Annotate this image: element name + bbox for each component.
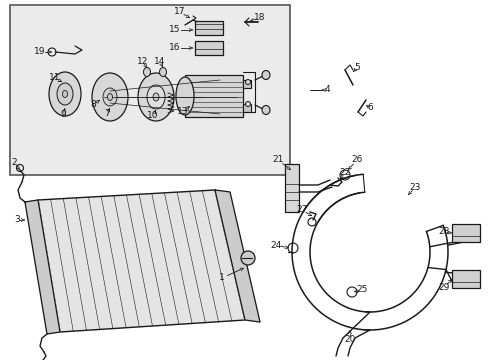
Text: 26: 26	[350, 156, 362, 165]
Text: 4: 4	[324, 85, 329, 94]
Bar	[195, 41, 223, 55]
Text: 23: 23	[408, 184, 420, 193]
Text: 22: 22	[339, 168, 350, 177]
Ellipse shape	[49, 72, 81, 116]
Ellipse shape	[262, 71, 269, 80]
Text: 25: 25	[356, 285, 367, 294]
Ellipse shape	[147, 85, 164, 109]
Text: 29: 29	[437, 284, 449, 292]
Text: 18: 18	[254, 13, 265, 22]
Text: 14: 14	[154, 58, 165, 67]
Ellipse shape	[159, 68, 166, 77]
Text: 8: 8	[90, 100, 96, 109]
Bar	[451, 224, 479, 242]
Ellipse shape	[245, 80, 250, 85]
Text: 11: 11	[49, 73, 61, 82]
Text: 7: 7	[104, 109, 110, 118]
Bar	[184, 75, 243, 117]
Polygon shape	[25, 200, 60, 334]
Text: 21: 21	[272, 156, 283, 165]
Text: 10: 10	[147, 112, 159, 121]
Bar	[243, 80, 250, 88]
Text: 2: 2	[11, 158, 17, 167]
Text: 19: 19	[34, 48, 46, 57]
Text: 12: 12	[137, 58, 148, 67]
Bar	[243, 104, 250, 112]
Text: 5: 5	[353, 63, 359, 72]
Ellipse shape	[143, 68, 150, 77]
Ellipse shape	[153, 93, 159, 101]
Bar	[285, 164, 298, 212]
Bar	[195, 21, 223, 35]
Polygon shape	[215, 190, 260, 322]
Text: 20: 20	[344, 336, 355, 345]
Bar	[10, 5, 289, 175]
Ellipse shape	[245, 102, 250, 107]
Ellipse shape	[57, 83, 73, 105]
Polygon shape	[38, 190, 244, 332]
Ellipse shape	[241, 251, 254, 265]
Ellipse shape	[92, 73, 128, 121]
Text: 28: 28	[437, 228, 449, 237]
Ellipse shape	[107, 94, 112, 100]
Text: 24: 24	[270, 240, 281, 249]
Ellipse shape	[138, 73, 174, 121]
Text: 9: 9	[60, 111, 66, 120]
Text: 16: 16	[169, 44, 181, 53]
Ellipse shape	[176, 77, 194, 115]
Text: 3: 3	[14, 216, 20, 225]
Ellipse shape	[62, 90, 67, 98]
Ellipse shape	[103, 88, 117, 106]
Bar	[451, 270, 479, 288]
Text: 27: 27	[296, 206, 307, 215]
Ellipse shape	[262, 105, 269, 114]
Text: 17: 17	[174, 8, 185, 17]
Text: 15: 15	[169, 26, 181, 35]
Text: 1: 1	[219, 274, 224, 283]
Text: 13: 13	[177, 108, 188, 117]
Text: 6: 6	[366, 104, 372, 112]
